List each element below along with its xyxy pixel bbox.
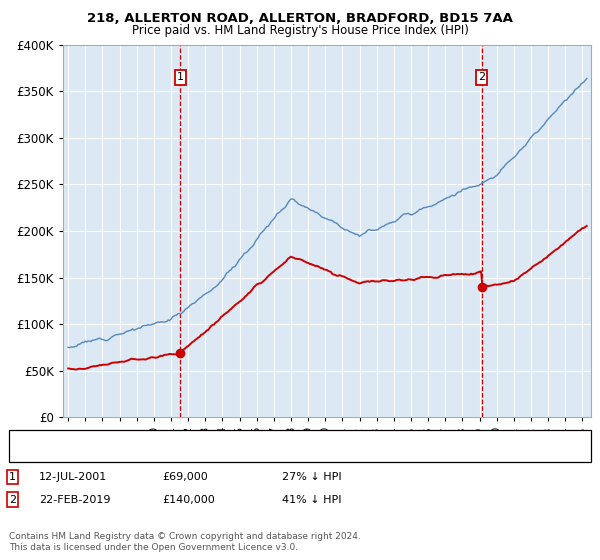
Text: 218, ALLERTON ROAD, ALLERTON, BRADFORD, BD15 7AA: 218, ALLERTON ROAD, ALLERTON, BRADFORD, … xyxy=(87,12,513,25)
Text: £69,000: £69,000 xyxy=(162,472,208,482)
Text: 2: 2 xyxy=(478,72,485,82)
Text: 12-JUL-2001: 12-JUL-2001 xyxy=(39,472,107,482)
Text: £140,000: £140,000 xyxy=(162,494,215,505)
Text: 27% ↓ HPI: 27% ↓ HPI xyxy=(282,472,341,482)
Text: 41% ↓ HPI: 41% ↓ HPI xyxy=(282,494,341,505)
Text: 22-FEB-2019: 22-FEB-2019 xyxy=(39,494,110,505)
Text: HPI: Average price, detached house, Bradford: HPI: Average price, detached house, Brad… xyxy=(45,448,283,458)
Text: Contains HM Land Registry data © Crown copyright and database right 2024.
This d: Contains HM Land Registry data © Crown c… xyxy=(9,532,361,552)
Text: 1: 1 xyxy=(177,72,184,82)
Text: 2: 2 xyxy=(9,494,16,505)
Text: 1: 1 xyxy=(9,472,16,482)
Text: ——: —— xyxy=(15,446,40,459)
Text: Price paid vs. HM Land Registry's House Price Index (HPI): Price paid vs. HM Land Registry's House … xyxy=(131,24,469,37)
Text: 218, ALLERTON ROAD, ALLERTON, BRADFORD, BD15 7AA (detached house): 218, ALLERTON ROAD, ALLERTON, BRADFORD, … xyxy=(45,433,439,444)
Text: ——: —— xyxy=(15,432,40,445)
